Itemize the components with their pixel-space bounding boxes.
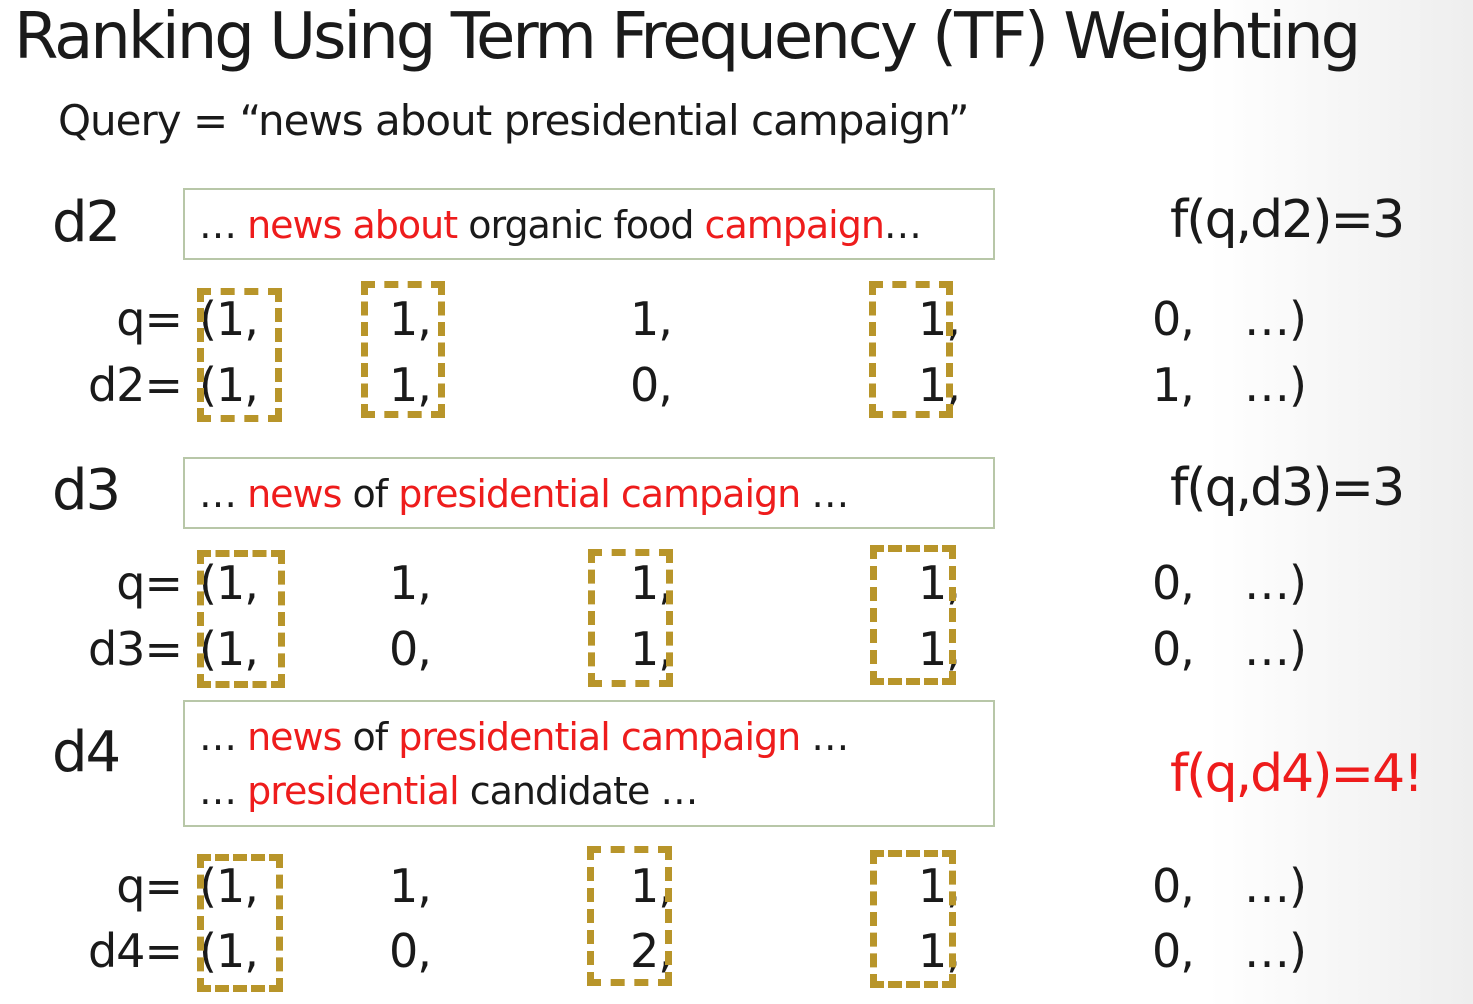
doc-vector-label: d3= bbox=[87, 622, 183, 676]
doc-vector-value: (1, bbox=[199, 622, 259, 676]
snippet-text: … bbox=[199, 769, 248, 813]
matched-term: news bbox=[247, 472, 342, 516]
matched-term: presidential bbox=[247, 769, 460, 813]
query-vector-value: 0, bbox=[1152, 292, 1195, 346]
match-highlight-box bbox=[361, 281, 445, 418]
doc-label: d4 bbox=[52, 720, 121, 785]
doc-vector-value: 0, bbox=[389, 924, 432, 978]
doc-vector-label: d4= bbox=[87, 924, 183, 978]
query-vector-value: (1, bbox=[199, 859, 259, 913]
snippet-text: organic food bbox=[457, 203, 705, 247]
query-vector-value: (1, bbox=[199, 292, 259, 346]
snippet-text: of bbox=[341, 472, 399, 516]
snippet-text: candidate … bbox=[458, 769, 699, 813]
snippet-line: … news of presidential campaign … bbox=[199, 467, 993, 521]
snippet-text: … bbox=[883, 203, 922, 247]
query-text: Query = “news about presidential campaig… bbox=[58, 96, 970, 145]
doc-snippet-box: … news about organic food campaign… bbox=[183, 188, 995, 260]
snippet-line: … news about organic food campaign… bbox=[199, 198, 993, 252]
match-highlight-box bbox=[197, 550, 285, 688]
query-vector-value: …) bbox=[1244, 556, 1307, 610]
snippet-text: … bbox=[199, 715, 248, 759]
doc-vector-label: d2= bbox=[87, 358, 183, 412]
doc-snippet-box: … news of presidential campaign … bbox=[183, 457, 995, 529]
snippet-line: … news of presidential campaign … bbox=[199, 710, 993, 764]
match-highlight-box bbox=[870, 545, 956, 685]
query-vector-value: 1, bbox=[630, 556, 673, 610]
snippet-text: … bbox=[800, 715, 849, 759]
doc-vector-value: 1, bbox=[630, 622, 673, 676]
query-vector-value: (1, bbox=[199, 556, 259, 610]
doc-vector-value: (1, bbox=[199, 358, 259, 412]
doc-vector-value: …) bbox=[1244, 358, 1307, 412]
query-vector-value: 1, bbox=[630, 292, 673, 346]
snippet-line: … presidential candidate … bbox=[199, 764, 993, 818]
matched-term: presidential campaign bbox=[398, 472, 801, 516]
query-vector-value: 0, bbox=[1152, 859, 1195, 913]
snippet-text: of bbox=[341, 715, 399, 759]
query-vector-value: …) bbox=[1244, 859, 1307, 913]
snippet-text: … bbox=[800, 472, 849, 516]
query-vector-value: 0, bbox=[1152, 556, 1195, 610]
query-vector-label: q= bbox=[116, 292, 183, 346]
matched-term: campaign bbox=[704, 203, 885, 247]
doc-label: d3 bbox=[52, 458, 121, 523]
query-vector-value: 1, bbox=[918, 292, 961, 346]
match-highlight-box bbox=[197, 288, 282, 422]
match-highlight-box bbox=[870, 850, 956, 988]
query-vector-label: q= bbox=[116, 859, 183, 913]
doc-vector-value: 0, bbox=[1152, 622, 1195, 676]
doc-vector-value: 1, bbox=[389, 358, 432, 412]
match-highlight-box bbox=[197, 854, 283, 992]
doc-vector-value: …) bbox=[1244, 924, 1307, 978]
snippet-text: … bbox=[199, 203, 248, 247]
match-highlight-box bbox=[588, 549, 673, 687]
score-value: f(q,d2)=3 bbox=[1170, 190, 1405, 250]
score-value: f(q,d4)=4! bbox=[1170, 744, 1424, 804]
doc-label: d2 bbox=[52, 190, 121, 255]
query-vector-value: 1, bbox=[389, 556, 432, 610]
doc-vector-value: 1, bbox=[918, 358, 961, 412]
score-value: f(q,d3)=3 bbox=[1170, 458, 1405, 518]
query-vector-value: …) bbox=[1244, 292, 1307, 346]
matched-term: presidential campaign bbox=[398, 715, 801, 759]
match-highlight-box bbox=[869, 281, 953, 418]
query-vector-value: 1, bbox=[389, 859, 432, 913]
doc-vector-value: 0, bbox=[1152, 924, 1195, 978]
slide-title: Ranking Using Term Frequency (TF) Weight… bbox=[14, 0, 1361, 74]
doc-vector-value: 1, bbox=[1152, 358, 1195, 412]
snippet-text: … bbox=[199, 472, 248, 516]
query-vector-label: q= bbox=[116, 556, 183, 610]
doc-snippet-box: … news of presidential campaign …… presi… bbox=[183, 700, 995, 827]
matched-term: news bbox=[247, 715, 342, 759]
doc-vector-value: 0, bbox=[630, 358, 673, 412]
matched-term: news about bbox=[247, 203, 458, 247]
doc-vector-value: (1, bbox=[199, 924, 259, 978]
doc-vector-value: 0, bbox=[389, 622, 432, 676]
query-vector-value: 1, bbox=[389, 292, 432, 346]
match-highlight-box bbox=[587, 846, 672, 986]
doc-vector-value: …) bbox=[1244, 622, 1307, 676]
